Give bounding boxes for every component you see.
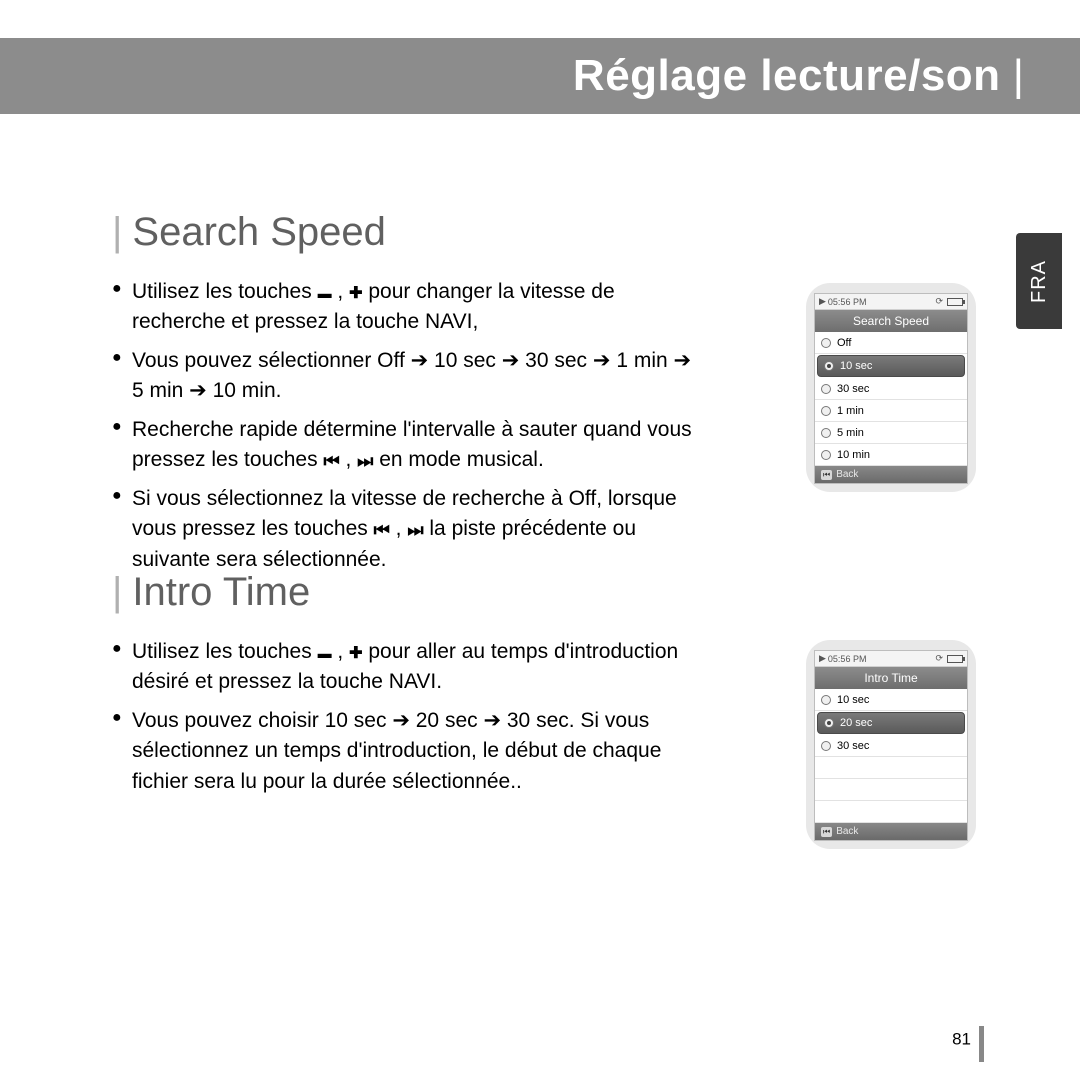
radio-icon bbox=[824, 718, 834, 728]
back-label: Back bbox=[836, 469, 858, 480]
option-row[interactable]: 10 sec bbox=[817, 355, 965, 377]
header-divider: | bbox=[1013, 51, 1024, 101]
minus-icon bbox=[318, 285, 332, 297]
section-search-speed: |Search Speed Utilisez les touches , pou… bbox=[112, 210, 702, 583]
play-icon: ▶ bbox=[819, 296, 826, 307]
back-row[interactable]: ⏮ Back bbox=[815, 466, 967, 483]
device-intro-time: ▶05:56 PM ⟳ Intro Time 10 sec 20 sec 30 se… bbox=[806, 640, 976, 849]
bullet: Vous pouvez choisir 10 sec ➔ 20 sec ➔ 30… bbox=[112, 706, 702, 797]
back-prev-icon: ⏮ bbox=[821, 827, 832, 837]
plus-icon bbox=[349, 645, 362, 658]
status-time: 05:56 PM bbox=[828, 654, 867, 664]
prev-track-icon bbox=[374, 523, 390, 535]
language-tab-label: FRA bbox=[1028, 260, 1051, 303]
radio-icon bbox=[821, 741, 831, 751]
option-label: 30 sec bbox=[837, 383, 869, 395]
minus-icon bbox=[318, 645, 332, 657]
language-tab: FRA bbox=[1016, 233, 1062, 329]
page-number: 81 bbox=[952, 1022, 984, 1058]
option-label: 20 sec bbox=[840, 717, 872, 729]
next-track-icon bbox=[407, 523, 423, 535]
radio-icon bbox=[821, 428, 831, 438]
option-row[interactable]: 5 min bbox=[815, 422, 967, 444]
page-title: Réglage lecture/son bbox=[573, 51, 1001, 101]
option-row[interactable]: 30 sec bbox=[815, 378, 967, 400]
section-title-intro-time: |Intro Time bbox=[112, 570, 702, 615]
option-label: 5 min bbox=[837, 427, 864, 439]
device-screen: ▶05:56 PM ⟳ Intro Time 10 sec 20 sec 30 se… bbox=[814, 650, 968, 841]
status-time: 05:56 PM bbox=[828, 297, 867, 307]
bullet: Vous pouvez sélectionner Off ➔ 10 sec ➔ … bbox=[112, 346, 702, 407]
option-label: 10 sec bbox=[840, 360, 872, 372]
option-label: 10 sec bbox=[837, 694, 869, 706]
device-screen: ▶05:56 PM ⟳ Search Speed Off 10 sec 30 sec… bbox=[814, 293, 968, 484]
status-bar: ▶05:56 PM ⟳ bbox=[815, 294, 967, 310]
radio-icon bbox=[821, 384, 831, 394]
bullet: Utilisez les touches , pour aller au tem… bbox=[112, 637, 702, 698]
header-bar: Réglage lecture/son | bbox=[0, 38, 1080, 114]
option-label: 30 sec bbox=[837, 740, 869, 752]
option-row[interactable]: 30 sec bbox=[815, 735, 967, 757]
option-row-empty bbox=[815, 779, 967, 801]
screen-title: Intro Time bbox=[815, 667, 967, 689]
back-prev-icon: ⏮ bbox=[821, 470, 832, 480]
option-label: 1 min bbox=[837, 405, 864, 417]
bullet: Utilisez les touches , pour changer la v… bbox=[112, 277, 702, 338]
option-row[interactable]: Off bbox=[815, 332, 967, 354]
back-label: Back bbox=[836, 826, 858, 837]
plus-icon bbox=[349, 285, 362, 298]
repeat-icon: ⟳ bbox=[935, 296, 943, 307]
repeat-icon: ⟳ bbox=[935, 653, 943, 664]
option-row[interactable]: 10 min bbox=[815, 444, 967, 466]
radio-icon bbox=[821, 406, 831, 416]
screen-title: Search Speed bbox=[815, 310, 967, 332]
next-track-icon bbox=[357, 454, 373, 466]
bullets-search-speed: Utilisez les touches , pour changer la v… bbox=[112, 277, 702, 575]
back-row[interactable]: ⏮ Back bbox=[815, 823, 967, 840]
radio-icon bbox=[821, 338, 831, 348]
radio-icon bbox=[821, 695, 831, 705]
option-row[interactable]: 10 sec bbox=[815, 689, 967, 711]
bullet: Recherche rapide détermine l'intervalle … bbox=[112, 415, 702, 476]
play-icon: ▶ bbox=[819, 653, 826, 664]
option-label: 10 min bbox=[837, 449, 870, 461]
option-row[interactable]: 20 sec bbox=[817, 712, 965, 734]
option-row[interactable]: 1 min bbox=[815, 400, 967, 422]
radio-icon bbox=[821, 450, 831, 460]
radio-icon bbox=[824, 361, 834, 371]
prev-track-icon bbox=[323, 454, 339, 466]
status-bar: ▶05:56 PM ⟳ bbox=[815, 651, 967, 667]
battery-icon bbox=[947, 298, 963, 306]
section-intro-time: |Intro Time Utilisez les touches , pour … bbox=[112, 570, 702, 805]
option-label: Off bbox=[837, 337, 851, 349]
section-title-search-speed: |Search Speed bbox=[112, 210, 702, 255]
bullet: Si vous sélectionnez la vitesse de reche… bbox=[112, 484, 702, 575]
device-search-speed: ▶05:56 PM ⟳ Search Speed Off 10 sec 30 sec… bbox=[806, 283, 976, 492]
bullets-intro-time: Utilisez les touches , pour aller au tem… bbox=[112, 637, 702, 797]
option-row-empty bbox=[815, 757, 967, 779]
battery-icon bbox=[947, 655, 963, 663]
option-row-empty bbox=[815, 801, 967, 823]
